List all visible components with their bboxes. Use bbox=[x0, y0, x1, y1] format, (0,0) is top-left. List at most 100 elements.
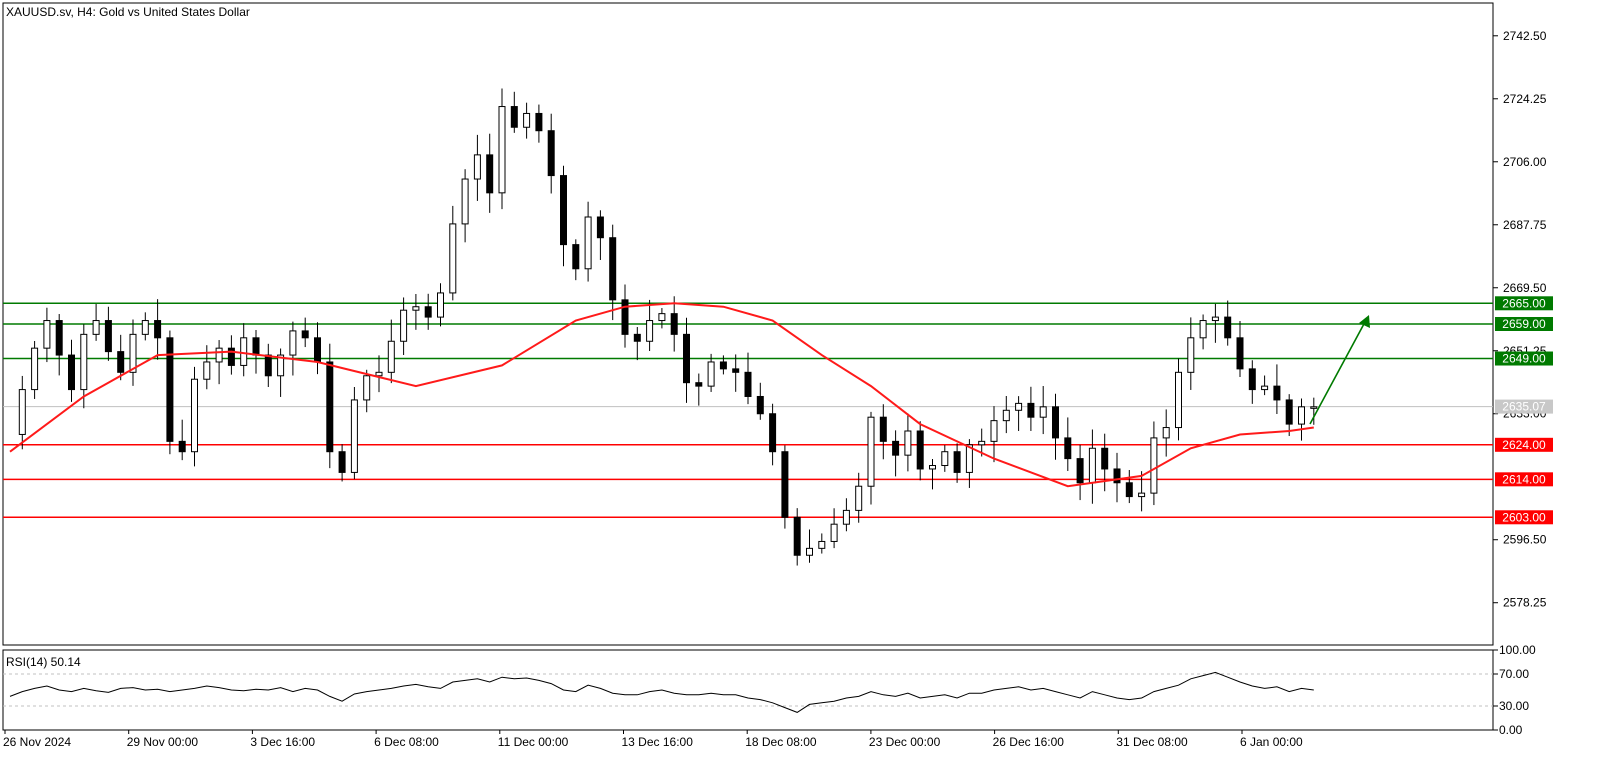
candle-body bbox=[560, 175, 567, 246]
candle-body bbox=[1224, 316, 1232, 339]
candle-body bbox=[1113, 468, 1121, 484]
support-tag-label: 2603.00 bbox=[1502, 510, 1546, 524]
candle-body bbox=[1076, 458, 1084, 484]
candle-body bbox=[1298, 406, 1305, 425]
moving-average-line bbox=[9, 302, 1314, 488]
candle-body bbox=[80, 333, 88, 391]
candle-body bbox=[1039, 406, 1047, 418]
level-lines bbox=[3, 302, 1493, 519]
candle-body bbox=[646, 320, 654, 342]
candle-body bbox=[879, 416, 887, 442]
candlestick-series bbox=[18, 88, 1318, 566]
candle-body bbox=[769, 413, 777, 453]
candle-body bbox=[31, 347, 39, 391]
candle-body bbox=[363, 375, 371, 401]
candle-body bbox=[461, 178, 469, 225]
rsi-tick-label: 0.00 bbox=[1499, 723, 1523, 737]
candle-body bbox=[1211, 316, 1219, 322]
candle-body bbox=[1150, 437, 1158, 494]
level-price-tags: 2665.00 2659.00 2649.00 2624.00 2614.00 2603.… bbox=[1495, 296, 1553, 524]
candle-body bbox=[904, 430, 912, 456]
candle-body bbox=[43, 320, 51, 349]
candle-body bbox=[621, 299, 629, 335]
resistance-tag-label: 2649.00 bbox=[1502, 352, 1546, 366]
candle-body bbox=[68, 354, 75, 391]
candle-body bbox=[584, 216, 592, 270]
support-tag-label: 2614.00 bbox=[1502, 472, 1546, 486]
candle-body bbox=[166, 337, 174, 442]
candle-body bbox=[1064, 437, 1072, 460]
candle-body bbox=[707, 361, 715, 387]
candle-body bbox=[55, 320, 63, 356]
candle-body bbox=[117, 351, 125, 373]
price-tick-label: 2578.25 bbox=[1503, 596, 1547, 610]
candle-body bbox=[437, 292, 444, 318]
candle-body bbox=[1199, 320, 1207, 339]
candle-body bbox=[1138, 492, 1146, 498]
candle-body bbox=[830, 523, 838, 542]
candle-body bbox=[1101, 447, 1109, 470]
time-tick-label: 29 Nov 00:00 bbox=[127, 735, 199, 749]
candle-body bbox=[535, 112, 543, 132]
time-tick-label: 26 Dec 16:00 bbox=[993, 735, 1065, 749]
support-tag bbox=[1495, 510, 1553, 525]
candle-body bbox=[929, 465, 936, 470]
candle-body bbox=[1002, 409, 1010, 422]
current-price-label: 2635.07 bbox=[1502, 400, 1546, 414]
candle-body bbox=[203, 361, 211, 380]
rsi-panel-frame bbox=[2, 649, 1494, 731]
time-tick-label: 3 Dec 16:00 bbox=[250, 735, 315, 749]
support-tag-label: 2624.00 bbox=[1502, 438, 1546, 452]
candle-body bbox=[818, 540, 826, 549]
candle-body bbox=[609, 237, 617, 301]
candle-body bbox=[1052, 406, 1059, 439]
chart-title: XAUUSD.sv, H4: Gold vs United States Dol… bbox=[6, 5, 250, 19]
time-tick-label: 23 Dec 00:00 bbox=[869, 735, 941, 749]
candle-body bbox=[695, 382, 703, 387]
candle-body bbox=[658, 313, 666, 322]
time-tick-label: 6 Jan 00:00 bbox=[1240, 735, 1303, 749]
resistance-tag bbox=[1495, 351, 1553, 366]
candle-body bbox=[387, 340, 395, 373]
candle-body bbox=[732, 368, 740, 373]
candle-body bbox=[486, 154, 494, 194]
candle-body bbox=[498, 106, 506, 194]
candle-body bbox=[154, 320, 162, 339]
candle-body bbox=[953, 451, 961, 473]
price-tick-label: 2669.50 bbox=[1503, 281, 1547, 295]
candle-body bbox=[523, 112, 531, 128]
time-tick-label: 11 Dec 00:00 bbox=[498, 735, 569, 749]
candle-body bbox=[252, 337, 260, 356]
candle-body bbox=[916, 430, 924, 470]
candle-body bbox=[141, 320, 149, 335]
candle-body bbox=[990, 420, 998, 442]
candle-body bbox=[289, 330, 297, 356]
candle-body bbox=[1125, 482, 1133, 498]
candle-body bbox=[1162, 427, 1170, 439]
price-tick-label: 2706.00 bbox=[1503, 155, 1547, 169]
candle-body bbox=[338, 451, 346, 473]
candle-body bbox=[412, 306, 420, 311]
resistance-tag bbox=[1495, 296, 1553, 311]
candle-body bbox=[1261, 385, 1269, 391]
rsi-tick-label: 100.00 bbox=[1499, 643, 1536, 657]
support-tag bbox=[1495, 437, 1553, 452]
candle-body bbox=[633, 333, 641, 342]
rsi-tick-label: 70.00 bbox=[1499, 667, 1529, 681]
candle-body bbox=[1236, 337, 1244, 370]
time-tick-label: 13 Dec 16:00 bbox=[622, 735, 694, 749]
candle-body bbox=[1088, 447, 1096, 484]
candle-body bbox=[264, 354, 272, 377]
current-price-tag bbox=[1495, 399, 1553, 414]
candle-body bbox=[719, 361, 727, 370]
price-axis: 2742.502724.252706.002687.752669.502651.… bbox=[1493, 29, 1547, 610]
resistance-tag-label: 2665.00 bbox=[1502, 296, 1546, 310]
candle-body bbox=[191, 378, 198, 453]
candle-body bbox=[842, 509, 850, 525]
candle-body bbox=[400, 309, 408, 342]
time-tick-label: 18 Dec 08:00 bbox=[745, 735, 817, 749]
candle-body bbox=[867, 416, 875, 487]
rsi-tick-label: 30.00 bbox=[1499, 699, 1529, 713]
candle-body bbox=[1175, 371, 1182, 429]
candle-body bbox=[793, 516, 801, 556]
